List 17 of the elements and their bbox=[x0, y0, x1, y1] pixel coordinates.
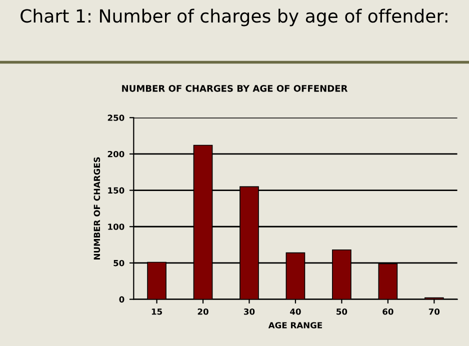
y-tick-label: 150 bbox=[108, 187, 124, 194]
chart-subtitle: NUMBER OF CHARGES BY AGE OF OFFENDER bbox=[122, 84, 348, 92]
x-tick-label: 40 bbox=[290, 308, 301, 315]
x-tick-label: 60 bbox=[382, 308, 394, 315]
x-tick-label: 30 bbox=[244, 308, 255, 315]
x-tick-label: 50 bbox=[336, 308, 348, 315]
x-tick-label: 20 bbox=[198, 308, 208, 315]
chart-title: Chart 1: Number of charges by age of offender: bbox=[20, 8, 448, 26]
x-tick-label: 70 bbox=[428, 308, 440, 315]
y-tick-label: 0 bbox=[119, 296, 124, 303]
x-axis-title: AGE RANGE bbox=[268, 322, 322, 328]
y-tick-label: 100 bbox=[108, 224, 124, 230]
y-tick-label: 250 bbox=[108, 114, 124, 121]
x-tick-label: 15 bbox=[152, 308, 162, 315]
y-tick-label: 50 bbox=[114, 260, 124, 266]
y-tick-label: 200 bbox=[108, 150, 124, 158]
y-axis-title: NUMBER OF CHARGES bbox=[94, 157, 100, 260]
